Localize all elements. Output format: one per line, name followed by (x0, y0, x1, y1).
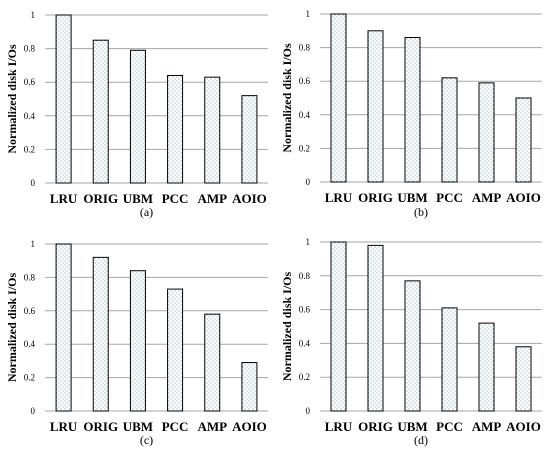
chart-panel-2: 0 0.2 0.4 0.6 0.8 1 LRU ORIG UBM PCC AMP AOIO Normal… (280, 9, 542, 219)
y-tick-label: 0.6 (24, 77, 36, 87)
bar-lru (330, 13, 347, 183)
bar-ubm (129, 49, 146, 184)
x-category-label: UBM (123, 419, 153, 434)
x-category-label: ORIG (358, 190, 393, 205)
bar-amp (478, 82, 495, 183)
bar-ubm (129, 270, 146, 412)
y-tick-label: 0 (31, 178, 36, 188)
panel-caption: (c) (140, 433, 153, 447)
y-axis-title: Normalized disk I/Os (280, 43, 294, 153)
y-tick-label: 0.4 (299, 110, 311, 120)
x-category-label: AOIO (506, 419, 541, 434)
x-category-label: PCC (436, 190, 463, 205)
x-category-label: AMP (472, 419, 502, 434)
x-category-label: LRU (50, 191, 78, 206)
y-tick-label: 0.4 (24, 111, 36, 121)
bar-orig (92, 39, 109, 184)
bar-orig (367, 30, 384, 183)
panel-caption: (a) (140, 205, 153, 219)
bar-aoio (241, 362, 258, 412)
y-tick-label: 0 (31, 406, 36, 416)
y-tick-label: 0.6 (24, 306, 36, 316)
bar-pcc (441, 307, 458, 412)
x-category-label: UBM (397, 419, 427, 434)
bar-ubm (404, 37, 421, 183)
bar-pcc (441, 77, 458, 183)
y-tick-label: 0.8 (24, 272, 36, 282)
panel-caption: (b) (414, 205, 428, 219)
chart-panel-1: 0 0.2 0.4 0.6 0.8 1 LRU ORIG UBM PCC AMP AOIO Normal… (5, 10, 268, 219)
x-category-label: AMP (472, 190, 502, 205)
bar-amp (478, 322, 495, 412)
x-category-label: PCC (162, 191, 189, 206)
x-category-label: PCC (436, 419, 463, 434)
y-tick-label: 0.2 (24, 373, 35, 383)
x-category-label: AMP (197, 419, 227, 434)
x-category-label: PCC (162, 419, 189, 434)
bar-lru (55, 14, 72, 184)
x-category-label: LRU (325, 419, 353, 434)
y-tick-label: 0.2 (299, 143, 310, 153)
y-tick-label: 0.2 (24, 144, 35, 154)
x-category-label: AMP (197, 191, 227, 206)
bar-lru (55, 243, 72, 412)
bar-pcc (167, 74, 184, 184)
x-category-label: AOIO (232, 191, 267, 206)
x-category-label: UBM (123, 191, 153, 206)
chart-panels: 0 0.2 0.4 0.6 0.8 1 LRU ORIG UBM PCC AMP AOIO Normal… (5, 9, 542, 447)
bar-aoio (515, 97, 532, 183)
bar-orig (92, 256, 109, 412)
x-category-label: AOIO (506, 190, 541, 205)
bar-aoio (241, 95, 258, 184)
chart-panel-4: 0 0.2 0.4 0.6 0.8 1 LRU ORIG UBM PCC AMP AOIO Normal… (280, 237, 542, 447)
bar-amp (204, 313, 221, 412)
bar-lru (330, 241, 347, 412)
x-category-label: ORIG (83, 191, 118, 206)
y-tick-label: 0.8 (299, 43, 311, 53)
x-category-label: ORIG (83, 419, 118, 434)
y-tick-label: 1 (31, 239, 36, 249)
bar-pcc (167, 288, 184, 412)
y-tick-label: 1 (306, 9, 311, 19)
y-tick-label: 0.4 (299, 338, 311, 348)
x-category-label: ORIG (358, 419, 393, 434)
y-tick-label: 0.4 (24, 339, 36, 349)
x-category-label: LRU (50, 419, 78, 434)
y-axis-title: Normalized disk I/Os (5, 44, 19, 154)
y-tick-label: 0.6 (299, 305, 311, 315)
bar-aoio (515, 346, 532, 412)
y-tick-label: 0.2 (299, 372, 310, 382)
y-axis-title: Normalized disk I/Os (280, 272, 294, 382)
bar-orig (367, 244, 384, 412)
x-category-label: UBM (397, 190, 427, 205)
panel-caption: (d) (414, 433, 428, 447)
y-tick-label: 0 (306, 406, 311, 416)
x-category-label: AOIO (232, 419, 267, 434)
bar-ubm (404, 280, 421, 412)
y-tick-label: 0.8 (24, 44, 36, 54)
bar-amp (204, 76, 221, 184)
y-tick-label: 0 (306, 177, 311, 187)
y-axis-title: Normalized disk I/Os (5, 273, 19, 383)
chart-panel-3: 0 0.2 0.4 0.6 0.8 1 LRU ORIG UBM PCC AMP AOIO Normal… (5, 239, 268, 447)
y-tick-label: 1 (31, 10, 36, 20)
y-tick-label: 1 (306, 237, 311, 247)
y-tick-label: 0.8 (299, 271, 311, 281)
y-tick-label: 0.6 (299, 76, 311, 86)
x-category-label: LRU (325, 190, 353, 205)
